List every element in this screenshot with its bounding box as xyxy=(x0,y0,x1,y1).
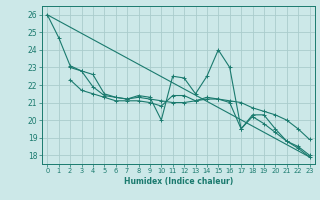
X-axis label: Humidex (Indice chaleur): Humidex (Indice chaleur) xyxy=(124,177,233,186)
